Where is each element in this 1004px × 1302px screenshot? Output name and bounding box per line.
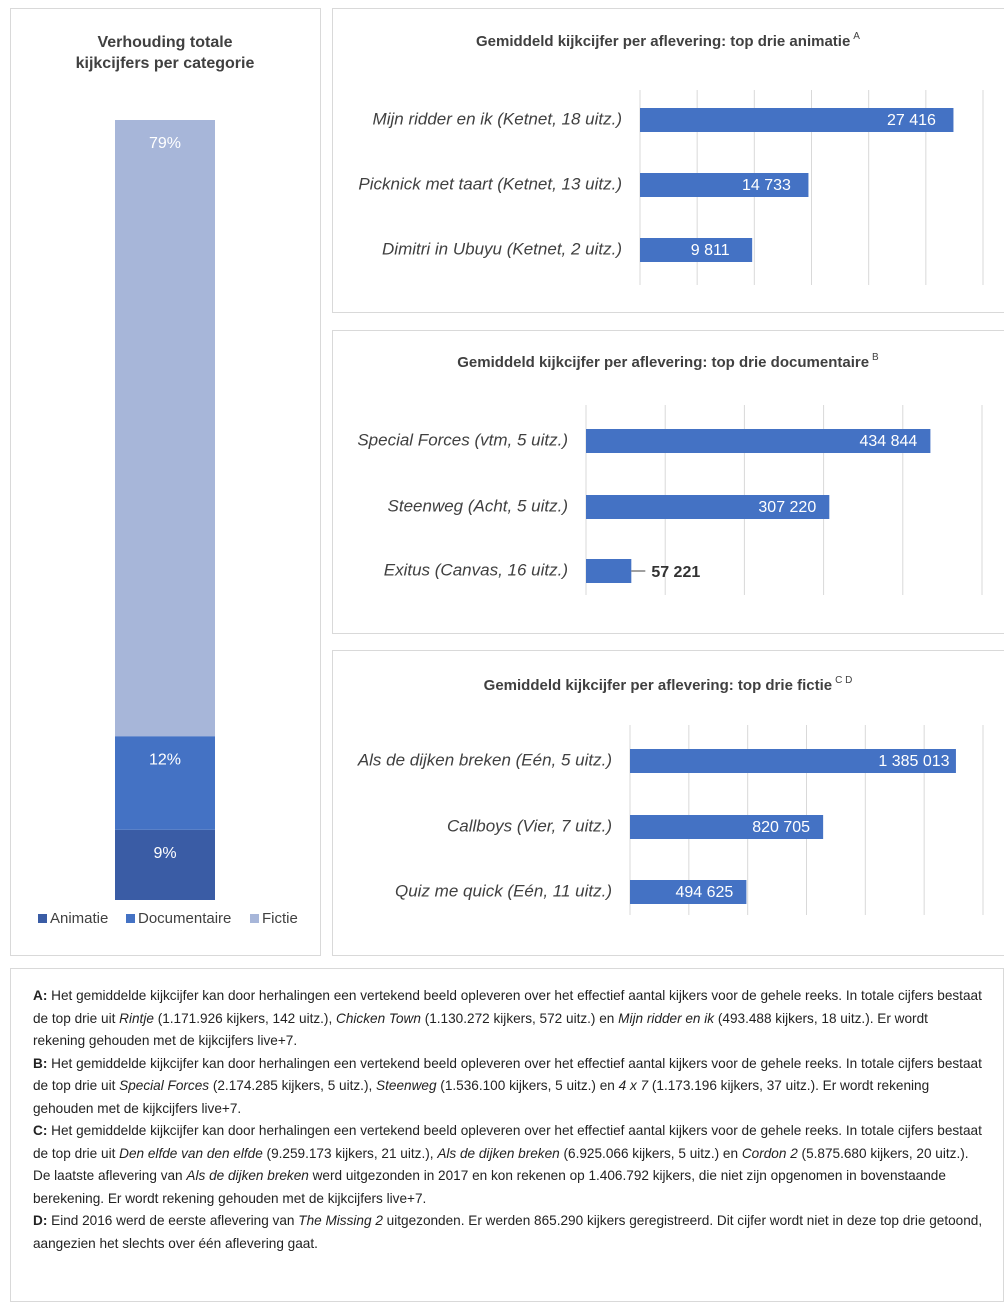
panel bbox=[332, 8, 1004, 313]
footnote: A: Het gemiddelde kijkcijfer kan door he… bbox=[33, 985, 983, 1053]
footnote-title: Special Forces bbox=[119, 1078, 210, 1093]
footnote-title: Steenweg bbox=[376, 1078, 437, 1093]
bar-segment bbox=[115, 120, 215, 737]
footnote-text: Het gemiddelde kijkcijfer kan door herha… bbox=[33, 1123, 982, 1161]
bar bbox=[586, 559, 632, 583]
data-label: 12% bbox=[149, 751, 181, 768]
chart-title: Verhouding totale kijkcijfers per catego… bbox=[75, 34, 255, 72]
footnote-label: C: bbox=[33, 1123, 48, 1138]
footnote-title: Cordon 2 bbox=[741, 1145, 798, 1161]
data-label: 57 221 bbox=[651, 564, 700, 581]
charts: 9% 12% 79% Animatie Documentaire Fictie Gemidd… bbox=[10, 8, 1004, 956]
legend-label: Animatie bbox=[50, 910, 108, 927]
footnote-title: Als de dijken breken bbox=[186, 1168, 309, 1183]
category-label: Als de dijken breken (Eén, 5 uitz.) bbox=[357, 750, 612, 769]
bar bbox=[640, 238, 753, 262]
category-label: Steenweg (Acht, 5 uitz.) bbox=[388, 496, 568, 515]
footnote-title: Als de dijken breken bbox=[437, 1145, 560, 1161]
chart-title: Gemiddeld kijkcijfer per aflevering: top… bbox=[457, 352, 879, 371]
data-label: 494 625 bbox=[675, 884, 733, 901]
data-label: 9 811 bbox=[691, 242, 730, 259]
data-label: 9% bbox=[153, 845, 176, 862]
footnotes: A: Het gemiddelde kijkcijfer kan door he… bbox=[10, 968, 1004, 1302]
data-label: 434 844 bbox=[859, 433, 917, 450]
chart-title-text: Gemiddeld kijkcijfer per aflevering: top… bbox=[457, 354, 869, 371]
category-label: Quiz me quick (Eén, 11 uitz.) bbox=[395, 881, 612, 900]
panel bbox=[10, 8, 321, 956]
bar bbox=[640, 173, 809, 197]
footnote-title: Rintje bbox=[119, 1010, 154, 1026]
category-label: Mijn ridder en ik (Ketnet, 18 uitz.) bbox=[373, 109, 622, 128]
footnote: B: Het gemiddelde kijkcijfer kan door he… bbox=[33, 1053, 983, 1121]
footnote-title: Chicken Town bbox=[336, 1010, 421, 1026]
legend-label: Documentaire bbox=[138, 910, 231, 927]
category-label: Special Forces (vtm, 5 uitz.) bbox=[357, 430, 568, 449]
footnote-text: (1.536.100 kijkers, 5 uitz.) en bbox=[436, 1078, 619, 1093]
data-label: 27 416 bbox=[887, 112, 936, 129]
chart-title-text: Gemiddeld kijkcijfer per aflevering: top… bbox=[476, 33, 850, 50]
footnote-text: werd uitgezonden in 2017 en kon rekenen … bbox=[33, 1168, 946, 1206]
legend-swatch bbox=[250, 914, 259, 923]
data-label: 14 733 bbox=[742, 177, 791, 194]
footnote: D: Eind 2016 werd de eerste aflevering v… bbox=[33, 1210, 983, 1255]
bar bbox=[630, 749, 956, 773]
bar bbox=[640, 108, 954, 132]
footnote-text: (493.488 kijkers, 18 uitz.). Er wordt re… bbox=[33, 1010, 928, 1049]
footnote-text: (2.174.285 kijkers, 5 uitz.), bbox=[209, 1078, 377, 1093]
footnote-text: Het gemiddelde kijkcijfer kan door herha… bbox=[33, 988, 982, 1026]
panel bbox=[332, 330, 1004, 634]
title-note: C D bbox=[835, 675, 852, 686]
category-label: Picknick met taart (Ketnet, 13 uitz.) bbox=[358, 174, 622, 193]
data-label: 79% bbox=[149, 135, 181, 152]
legend-swatch bbox=[38, 914, 47, 923]
chart-title: Gemiddeld kijkcijfer per aflevering: top… bbox=[484, 675, 853, 694]
title-note: B bbox=[872, 352, 879, 363]
footnote-label: B: bbox=[33, 1055, 48, 1071]
footnote-text: Eind 2016 werd de eerste aflevering van bbox=[51, 1213, 299, 1228]
data-label: 1 385 013 bbox=[878, 753, 949, 770]
footnote-title: 4 x 7 bbox=[618, 1078, 649, 1093]
chart-title: Gemiddeld kijkcijfer per aflevering: top… bbox=[476, 31, 860, 50]
bar bbox=[586, 429, 931, 453]
bar bbox=[630, 880, 747, 904]
legend-label: Fictie bbox=[262, 910, 298, 927]
bar-segment bbox=[115, 829, 215, 900]
footnote-text: (6.925.066 kijkers, 5 uitz.) en bbox=[559, 1145, 742, 1161]
category-label: Callboys (Vier, 7 uitz.) bbox=[447, 816, 612, 835]
bar-segment bbox=[115, 736, 215, 830]
footnote-label: A: bbox=[33, 988, 48, 1003]
legend-swatch bbox=[126, 914, 135, 923]
bar bbox=[586, 495, 830, 519]
footnote-text: (1.173.196 kijkers, 37 uitz.). Er wordt … bbox=[33, 1078, 930, 1116]
footnote-label: D: bbox=[33, 1213, 48, 1228]
footnote-text: (5.875.680 kijkers, 20 uitz.). De laatst… bbox=[33, 1145, 969, 1184]
data-label: 307 220 bbox=[758, 499, 816, 516]
footnote-text: Het gemiddelde kijkcijfer kan door herha… bbox=[33, 1055, 982, 1094]
footnote-text: (1.171.926 kijkers, 142 uitz.), bbox=[153, 1010, 337, 1026]
title-note: A bbox=[853, 31, 860, 42]
footnote-title: The Missing 2 bbox=[298, 1213, 383, 1228]
footnote-text: (9.259.173 kijkers, 21 uitz.), bbox=[262, 1145, 438, 1161]
category-label: Dimitri in Ubuyu (Ketnet, 2 uitz.) bbox=[382, 239, 622, 258]
footnote-text: (1.130.272 kijkers, 572 uitz.) en bbox=[420, 1010, 619, 1026]
data-label: 820 705 bbox=[752, 819, 810, 836]
category-label: Exitus (Canvas, 16 uitz.) bbox=[384, 560, 568, 579]
footnote-title: Mijn ridder en ik bbox=[618, 1010, 715, 1026]
footnote: C: Het gemiddelde kijkcijfer kan door he… bbox=[33, 1120, 983, 1210]
panel bbox=[332, 650, 1004, 956]
footnote-title: Den elfde van den elfde bbox=[119, 1145, 263, 1161]
chart-title-text: Gemiddeld kijkcijfer per aflevering: top… bbox=[484, 677, 832, 694]
footnote-text: uitgezonden. Er werden 865.290 kijkers g… bbox=[33, 1213, 983, 1251]
bar bbox=[630, 815, 824, 839]
